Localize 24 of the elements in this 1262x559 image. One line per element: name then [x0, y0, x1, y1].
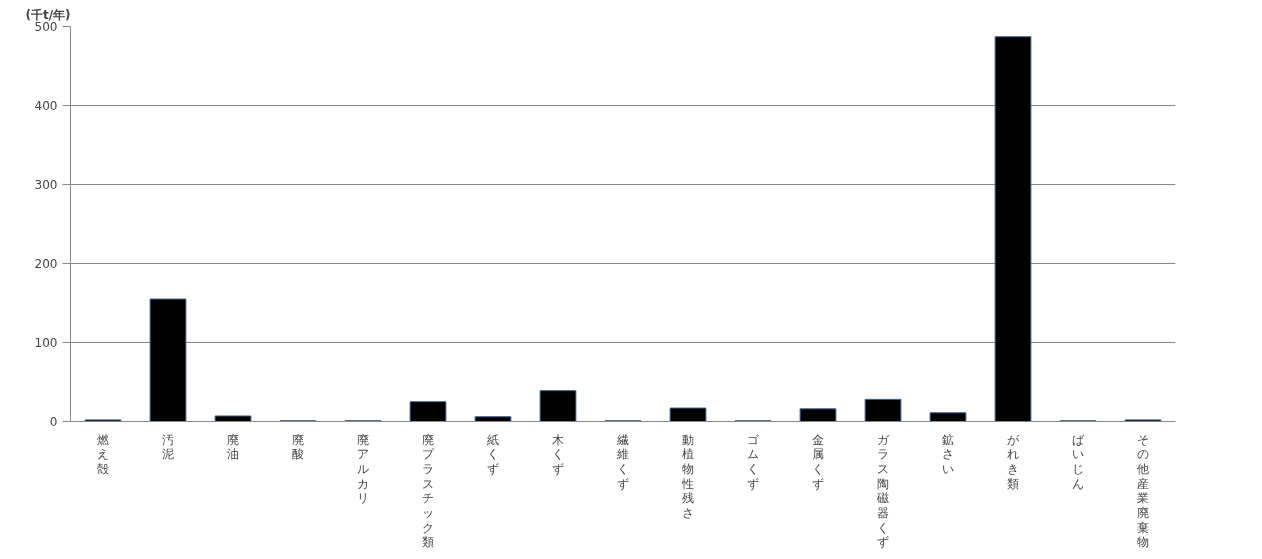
x-tick-label: ばいじん — [1072, 432, 1085, 491]
y-tick-label: 400 — [34, 99, 58, 113]
x-tick-label: 繊維くず — [616, 432, 629, 491]
x-tick-label: 廃酸 — [292, 432, 304, 462]
x-tick-label: 鉱さい — [942, 432, 954, 476]
x-tick-label: 廃油 — [227, 432, 239, 462]
y-tick-label: 100 — [34, 336, 58, 350]
y-axis-title: (千t/年) — [25, 7, 71, 22]
x-tick-label: 廃プラスチック類 — [422, 432, 435, 550]
x-tick-label: 木くず — [552, 432, 564, 476]
y-tick-label: 0 — [49, 415, 58, 429]
x-tick-label: 金属くず — [812, 432, 824, 491]
y-tick-label: 200 — [34, 257, 58, 271]
x-tick-label: ゴムくず — [747, 432, 760, 491]
x-tick-label: 燃え殻 — [97, 432, 109, 476]
x-tick-label: がれき類 — [1007, 432, 1020, 491]
y-tick-label: 300 — [34, 178, 58, 192]
x-tick-label: ガラス陶磁器くず — [876, 432, 890, 550]
x-tick-label: 汚泥 — [162, 432, 174, 462]
x-tick-label: 紙くず — [487, 432, 499, 476]
x-tick-label: その他産業廃棄物 — [1137, 432, 1149, 550]
y-tick-label: 500 — [34, 20, 58, 34]
x-tick-label: 廃アルカリ — [357, 432, 369, 506]
x-tick-label: 動植物性残さ — [681, 432, 694, 520]
